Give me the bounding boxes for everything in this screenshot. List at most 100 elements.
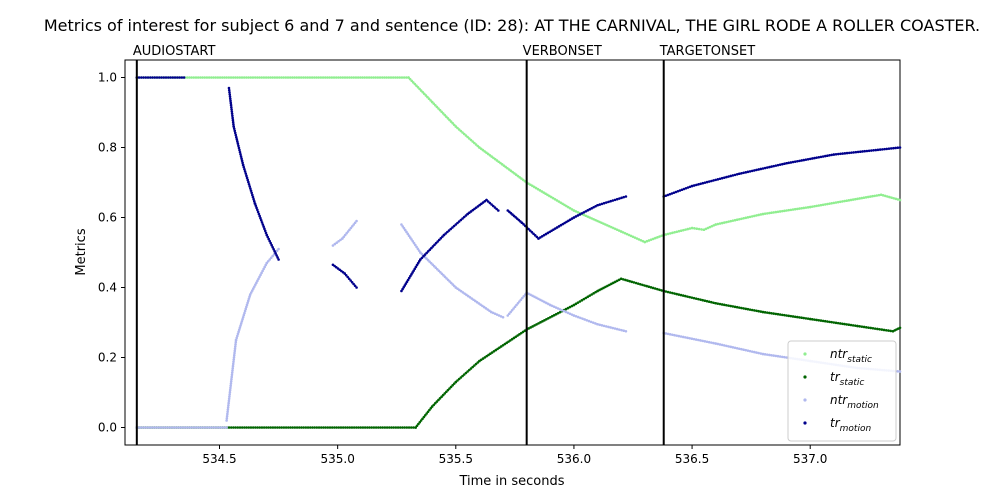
- data-point-tr-static: [876, 327, 879, 331]
- data-point-tr-static: [592, 292, 595, 295]
- data-point-tr-static: [311, 426, 314, 429]
- data-point-ntr-static: [304, 76, 307, 79]
- data-point-ntr-static: [356, 76, 360, 79]
- data-point-tr-motion: [785, 161, 788, 165]
- data-point-ntr-static: [877, 193, 881, 197]
- data-point-ntr-static: [821, 203, 825, 207]
- data-point-tr-motion: [676, 189, 680, 193]
- data-point-tr-static: [817, 318, 821, 322]
- data-point-tr-motion: [720, 176, 724, 180]
- data-point-ntr-static: [671, 231, 674, 235]
- data-point-tr-motion: [532, 232, 535, 236]
- data-point-tr-static: [753, 309, 756, 312]
- data-point-tr-static: [249, 426, 253, 429]
- data-point-ntr-static: [566, 205, 570, 209]
- data-point-tr-static: [533, 324, 536, 327]
- data-point-tr-motion: [263, 227, 266, 230]
- data-point-tr-static: [763, 311, 767, 314]
- data-point-ntr-static: [727, 220, 730, 223]
- data-point-ntr-motion: [142, 426, 145, 429]
- data-point-ntr-motion: [495, 313, 499, 316]
- data-point-tr-motion: [761, 167, 765, 170]
- data-point-tr-static: [570, 304, 574, 308]
- data-point-tr-motion: [861, 150, 864, 153]
- data-point-tr-motion: [867, 149, 871, 153]
- data-point-tr-static: [437, 398, 440, 402]
- data-point-tr-static: [243, 426, 246, 429]
- legend-label-subscript: motion: [847, 401, 879, 411]
- data-point-ntr-motion: [572, 314, 576, 317]
- data-point-tr-motion: [765, 166, 769, 169]
- legend-label-base: tr: [830, 370, 841, 384]
- data-point-tr-motion: [727, 175, 730, 178]
- data-point-ntr-static: [704, 227, 708, 231]
- data-point-tr-motion: [256, 208, 259, 212]
- data-point-ntr-motion: [716, 342, 720, 346]
- data-point-tr-motion: [520, 221, 524, 225]
- data-point-tr-static: [710, 300, 713, 304]
- data-point-ntr-static: [836, 200, 840, 204]
- data-point-tr-static: [851, 324, 855, 327]
- event-label-audiostart: AUDIOSTART: [133, 44, 216, 59]
- data-point-tr-motion: [611, 199, 615, 202]
- data-point-ntr-static: [798, 207, 801, 210]
- data-point-tr-static: [459, 376, 463, 379]
- data-point-tr-motion: [850, 151, 853, 154]
- data-point-ntr-static: [258, 76, 261, 79]
- data-point-ntr-static: [645, 239, 649, 243]
- data-point-ntr-static: [456, 126, 459, 130]
- data-point-ntr-motion: [168, 426, 171, 429]
- data-point-ntr-motion: [228, 388, 232, 392]
- data-point-tr-static: [649, 286, 653, 289]
- data-point-tr-motion: [252, 197, 255, 201]
- data-point-ntr-motion: [234, 343, 237, 346]
- data-point-tr-static: [333, 426, 336, 429]
- data-point-ntr-motion: [240, 320, 244, 323]
- data-point-ntr-static: [570, 208, 574, 211]
- data-point-tr-motion: [144, 76, 148, 79]
- data-point-tr-motion: [259, 219, 263, 222]
- data-point-tr-motion: [613, 198, 617, 202]
- data-point-ntr-motion: [247, 297, 251, 300]
- data-point-tr-motion: [464, 214, 468, 217]
- data-point-tr-static: [543, 319, 546, 322]
- data-point-ntr-static: [693, 227, 696, 230]
- data-point-tr-static: [445, 390, 448, 394]
- data-point-tr-motion: [729, 174, 733, 178]
- data-point-tr-static: [286, 426, 290, 429]
- data-point-tr-static: [448, 387, 451, 390]
- data-point-ntr-motion: [341, 237, 344, 240]
- data-point-tr-static: [772, 312, 775, 315]
- data-point-ntr-static: [606, 224, 609, 227]
- data-point-ntr-static: [308, 76, 312, 79]
- data-point-ntr-static: [451, 121, 454, 125]
- data-point-ntr-motion: [529, 293, 532, 297]
- data-point-ntr-static: [394, 76, 397, 79]
- data-point-ntr-motion: [233, 349, 237, 353]
- data-point-tr-static: [602, 286, 605, 290]
- data-point-tr-static: [606, 284, 609, 288]
- data-point-tr-static: [401, 426, 404, 429]
- data-point-ntr-motion: [765, 353, 769, 356]
- data-point-tr-static: [612, 281, 615, 285]
- data-point-ntr-motion: [349, 226, 353, 230]
- data-point-ntr-motion: [733, 346, 737, 350]
- data-point-ntr-motion: [583, 318, 586, 321]
- data-point-tr-motion: [419, 258, 422, 261]
- data-point-ntr-motion: [570, 313, 574, 316]
- data-point-tr-static: [729, 304, 733, 308]
- data-point-ntr-static: [227, 76, 231, 79]
- data-point-ntr-motion: [566, 311, 570, 315]
- data-point-ntr-motion: [228, 390, 232, 394]
- data-point-tr-static: [608, 283, 611, 287]
- data-point-tr-motion: [266, 235, 270, 239]
- data-point-tr-static: [841, 322, 844, 326]
- data-point-ntr-motion: [675, 334, 679, 337]
- data-point-ntr-motion: [209, 426, 213, 429]
- data-point-ntr-static: [396, 76, 399, 79]
- data-point-ntr-static: [418, 87, 421, 91]
- data-point-ntr-motion: [190, 426, 193, 429]
- data-point-tr-motion: [774, 164, 778, 167]
- data-point-ntr-motion: [533, 295, 536, 299]
